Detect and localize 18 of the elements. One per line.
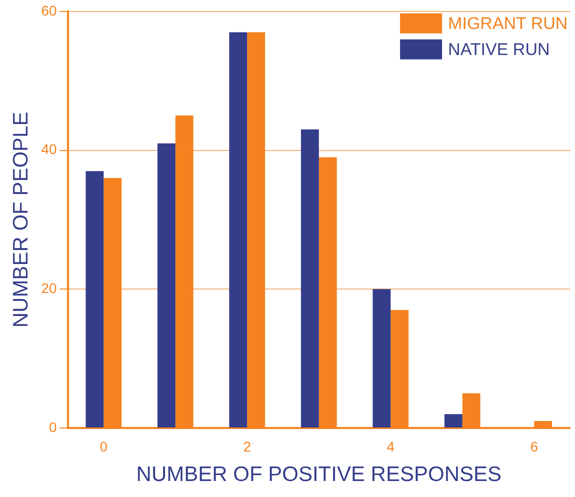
bar: [444, 414, 462, 428]
y-tick-label: 0: [48, 418, 57, 435]
bar: [229, 32, 248, 428]
bar: [372, 289, 391, 428]
x-axis-title: NUMBER OF POSITIVE RESPONSES: [136, 463, 502, 486]
bar: [300, 129, 319, 428]
y-tick-label: 60: [41, 2, 57, 18]
x-tick-label: 0: [100, 438, 108, 454]
legend-label: NATIVE RUN: [448, 40, 550, 60]
x-tick-label: 6: [530, 438, 538, 454]
bar: [157, 143, 176, 428]
y-axis-title: NUMBER OF PEOPLE: [9, 112, 32, 328]
legend-label: MIGRANT RUN: [448, 14, 568, 34]
y-tick-label: 20: [41, 280, 57, 296]
x-tick-label: 2: [243, 438, 252, 454]
x-tick-label: 4: [386, 438, 395, 454]
y-tick-label: 40: [41, 141, 57, 158]
bar: [86, 171, 104, 428]
